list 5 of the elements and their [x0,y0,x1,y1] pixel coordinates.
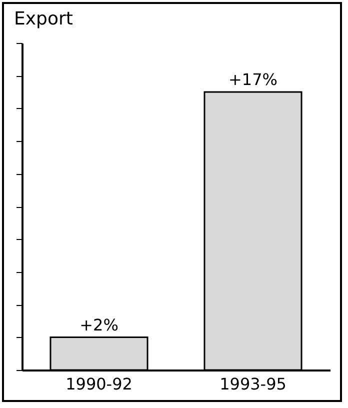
x-tick-label: 1993-95 [220,374,286,394]
chart-title: Export [14,8,73,30]
x-tick-label: 1990-92 [66,374,132,394]
data-label: +2% [80,315,118,334]
data-label: +17% [228,70,278,90]
